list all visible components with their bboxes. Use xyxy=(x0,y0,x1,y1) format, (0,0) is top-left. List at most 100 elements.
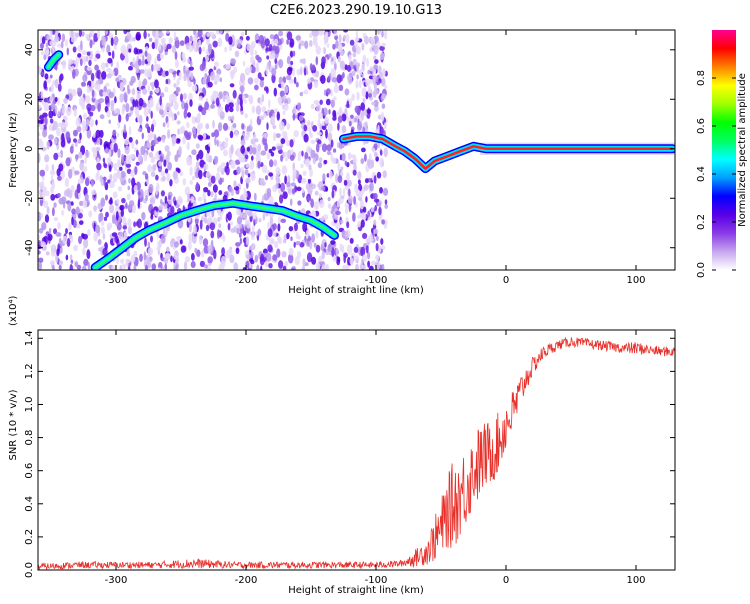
speckle-dot xyxy=(275,173,280,183)
speckle-dot xyxy=(240,110,244,116)
speckle-dot xyxy=(300,66,303,76)
speckle-dot xyxy=(65,131,71,141)
speckle-dot xyxy=(359,200,365,210)
speckle-dot xyxy=(359,79,362,89)
speckle-dot xyxy=(234,159,241,165)
speckle-dot xyxy=(102,247,108,256)
speckle-dot xyxy=(337,161,341,172)
speckle-dot xyxy=(244,169,249,176)
speckle-dot xyxy=(361,147,366,153)
speckle-dot xyxy=(286,39,289,45)
speckle-dot xyxy=(74,261,79,268)
speckle-dot xyxy=(304,40,309,49)
speckle-dot xyxy=(69,264,73,270)
speckle-dot xyxy=(353,162,357,173)
speckle-dot xyxy=(240,87,244,97)
speckle-dot xyxy=(298,43,301,50)
speckle-dot xyxy=(218,223,222,229)
speckle-dot xyxy=(182,178,186,186)
speckle-dot xyxy=(147,133,153,141)
speckle-dot xyxy=(53,216,59,222)
speckle-dot xyxy=(140,61,145,66)
speckle-dot xyxy=(56,127,61,137)
speckle-dot xyxy=(61,209,65,216)
speckle-dot xyxy=(124,145,130,155)
speckle-dot xyxy=(68,222,72,231)
speckle-dot xyxy=(210,191,214,198)
speckle-dot xyxy=(125,155,131,165)
speckle-dot xyxy=(352,58,357,66)
speckle-dot xyxy=(102,157,106,163)
speckle-dot xyxy=(286,232,290,240)
speckle-dot xyxy=(100,62,106,70)
speckle-dot xyxy=(332,96,337,101)
speckle-dot xyxy=(272,113,276,119)
speckle-dot xyxy=(382,187,389,196)
speckle-dot xyxy=(154,57,157,67)
speckle-dot xyxy=(146,139,150,148)
speckle-dot xyxy=(122,225,128,230)
speckle-dot xyxy=(352,64,356,70)
speckle-dot xyxy=(250,66,256,74)
speckle-dot xyxy=(91,146,97,153)
speckle-dot xyxy=(372,192,378,200)
speckle-dot xyxy=(279,121,285,131)
speckle-dot xyxy=(205,152,209,162)
speckle-dot xyxy=(176,111,180,116)
speckle-dot xyxy=(93,205,97,212)
speckle-dot xyxy=(291,267,295,270)
speckle-dot xyxy=(49,118,54,124)
speckle-dot xyxy=(210,175,216,184)
speckle-dot xyxy=(104,105,109,113)
speckle-dot xyxy=(233,262,239,270)
speckle-dot xyxy=(253,138,259,143)
speckle-dot xyxy=(260,76,265,82)
speckle-dot xyxy=(280,138,286,145)
speckle-dot xyxy=(323,89,327,96)
speckle-dot xyxy=(375,242,379,252)
speckle-dot xyxy=(149,97,154,107)
speckle-dot xyxy=(245,177,251,184)
speckle-dot xyxy=(376,171,382,179)
speckle-dot xyxy=(126,252,131,257)
speckle-dot xyxy=(140,145,146,156)
speckle-dot xyxy=(268,99,271,109)
speckle-dot xyxy=(77,53,82,58)
speckle-dot xyxy=(159,95,162,106)
speckle-dot xyxy=(133,184,138,193)
speckle-dot xyxy=(332,255,337,262)
speckle-dot xyxy=(343,254,347,264)
speckle-dot xyxy=(325,88,331,95)
speckle-dot xyxy=(73,59,77,65)
speckle-dot xyxy=(271,52,276,59)
speckle-dot xyxy=(195,161,200,168)
speckle-dot xyxy=(75,154,78,162)
speckle-dot xyxy=(207,43,212,54)
speckle-dot xyxy=(327,244,333,253)
speckle-dot xyxy=(360,219,365,228)
speckle-dot xyxy=(202,34,206,41)
speckle-dot xyxy=(319,99,323,105)
speckle-dot xyxy=(125,202,128,210)
speckle-dot xyxy=(325,129,328,139)
speckle-dot xyxy=(133,264,137,270)
speckle-dot xyxy=(173,252,177,260)
speckle-dot xyxy=(311,30,318,37)
speckle-dot xyxy=(93,57,98,62)
speckle-dot xyxy=(108,51,112,56)
speckle-dot xyxy=(371,101,376,106)
speckle-dot xyxy=(82,74,88,82)
speckle-dot xyxy=(50,74,53,79)
speckle-dot xyxy=(371,43,374,48)
speckle-dot xyxy=(78,151,83,159)
speckle-dot xyxy=(166,172,171,183)
speckle-dot xyxy=(364,121,368,131)
speckle-dot xyxy=(347,76,353,85)
speckle-dot xyxy=(344,88,350,96)
speckle-dot xyxy=(87,107,91,115)
speckle-dot xyxy=(381,263,385,270)
speckle-dot xyxy=(95,129,101,138)
speckle-dot xyxy=(183,109,188,119)
speckle-dot xyxy=(119,93,124,103)
speckle-dot xyxy=(299,242,305,248)
